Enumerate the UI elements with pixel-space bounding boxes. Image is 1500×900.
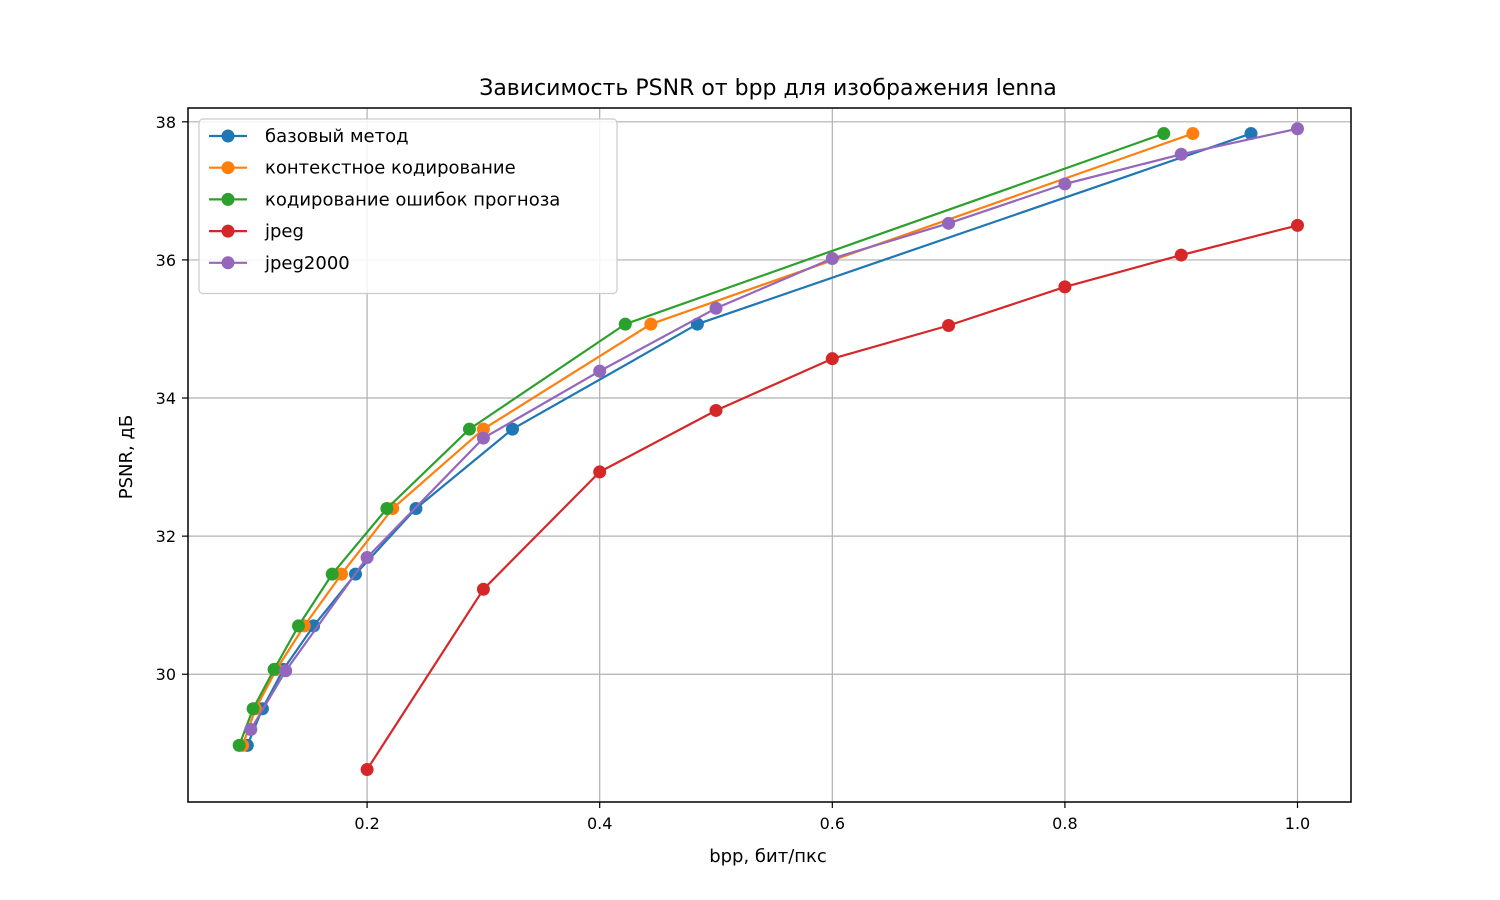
x-tick-label: 0.4 <box>587 814 612 833</box>
chart-title: Зависимость PSNR от bpp для изображения … <box>479 76 1057 101</box>
data-point <box>709 301 723 315</box>
plot-frame <box>187 107 1352 803</box>
legend-marker <box>221 161 235 175</box>
legend-label: кодирование ошибок прогноза <box>265 189 560 210</box>
data-point <box>1291 122 1305 136</box>
x-axis-label: bpp, бит/пкс <box>709 846 827 867</box>
data-point <box>593 465 607 479</box>
data-point <box>1174 248 1188 262</box>
data-point <box>360 763 374 777</box>
data-point <box>1174 147 1188 161</box>
series-3 <box>360 218 1305 777</box>
data-point <box>476 431 490 445</box>
legend-label: jpeg <box>264 221 304 242</box>
data-point <box>1186 127 1200 141</box>
data-point <box>644 317 658 331</box>
legend: базовый метод контекстное кодирование коди… <box>198 118 618 295</box>
y-tick-label: 38 <box>156 113 176 132</box>
data-point <box>380 502 394 516</box>
ticks: 0.2 0.4 0.6 0.8 1.0 30 32 34 36 38 <box>156 113 1311 833</box>
data-point <box>462 422 476 436</box>
data-point <box>505 422 519 436</box>
data-point <box>1058 280 1072 294</box>
legend-box <box>198 118 618 295</box>
legend-label: базовый метод <box>265 126 409 147</box>
series-4 <box>244 122 1305 736</box>
y-tick-label: 30 <box>156 665 176 684</box>
data-point <box>1058 177 1072 191</box>
legend-item: jpeg2000 <box>209 253 350 274</box>
y-tick-label: 34 <box>156 389 176 408</box>
data-point <box>476 422 490 436</box>
data-point <box>360 551 374 565</box>
data-point <box>232 738 246 752</box>
data-point <box>476 582 490 596</box>
data-point <box>942 216 956 230</box>
data-point <box>942 319 956 333</box>
data-point <box>825 252 839 266</box>
data-point <box>618 317 632 331</box>
y-tick-label: 36 <box>156 251 176 270</box>
data-point <box>291 619 305 633</box>
legend-marker <box>221 224 235 238</box>
data-point <box>825 352 839 366</box>
data-point <box>325 567 339 581</box>
x-tick-label: 0.2 <box>354 814 379 833</box>
x-tick-label: 0.6 <box>820 814 845 833</box>
data-point <box>709 403 723 417</box>
data-point <box>267 662 281 676</box>
data-point <box>244 722 258 736</box>
legend-marker <box>221 256 235 270</box>
legend-marker <box>221 129 235 143</box>
legend-item: контекстное кодирование <box>209 158 516 179</box>
x-tick-label: 1.0 <box>1285 814 1310 833</box>
legend-item: jpeg <box>209 221 304 242</box>
legend-label: контекстное кодирование <box>265 158 516 179</box>
data-point <box>1157 127 1171 141</box>
y-axis-label: PSNR, дБ <box>116 415 137 500</box>
x-tick-label: 0.8 <box>1052 814 1077 833</box>
data-point <box>246 702 260 716</box>
data-point <box>335 567 349 581</box>
legend-item: кодирование ошибок прогноза <box>209 189 560 210</box>
data-point <box>1291 218 1305 232</box>
series-2 <box>232 127 1171 752</box>
data-point <box>279 664 293 678</box>
y-tick-label: 32 <box>156 527 176 546</box>
series-layer <box>232 122 1305 777</box>
legend-item: базовый метод <box>209 126 409 147</box>
legend-label: jpeg2000 <box>264 253 350 274</box>
legend-marker <box>221 192 235 206</box>
data-point <box>1244 127 1258 141</box>
data-point <box>593 364 607 378</box>
